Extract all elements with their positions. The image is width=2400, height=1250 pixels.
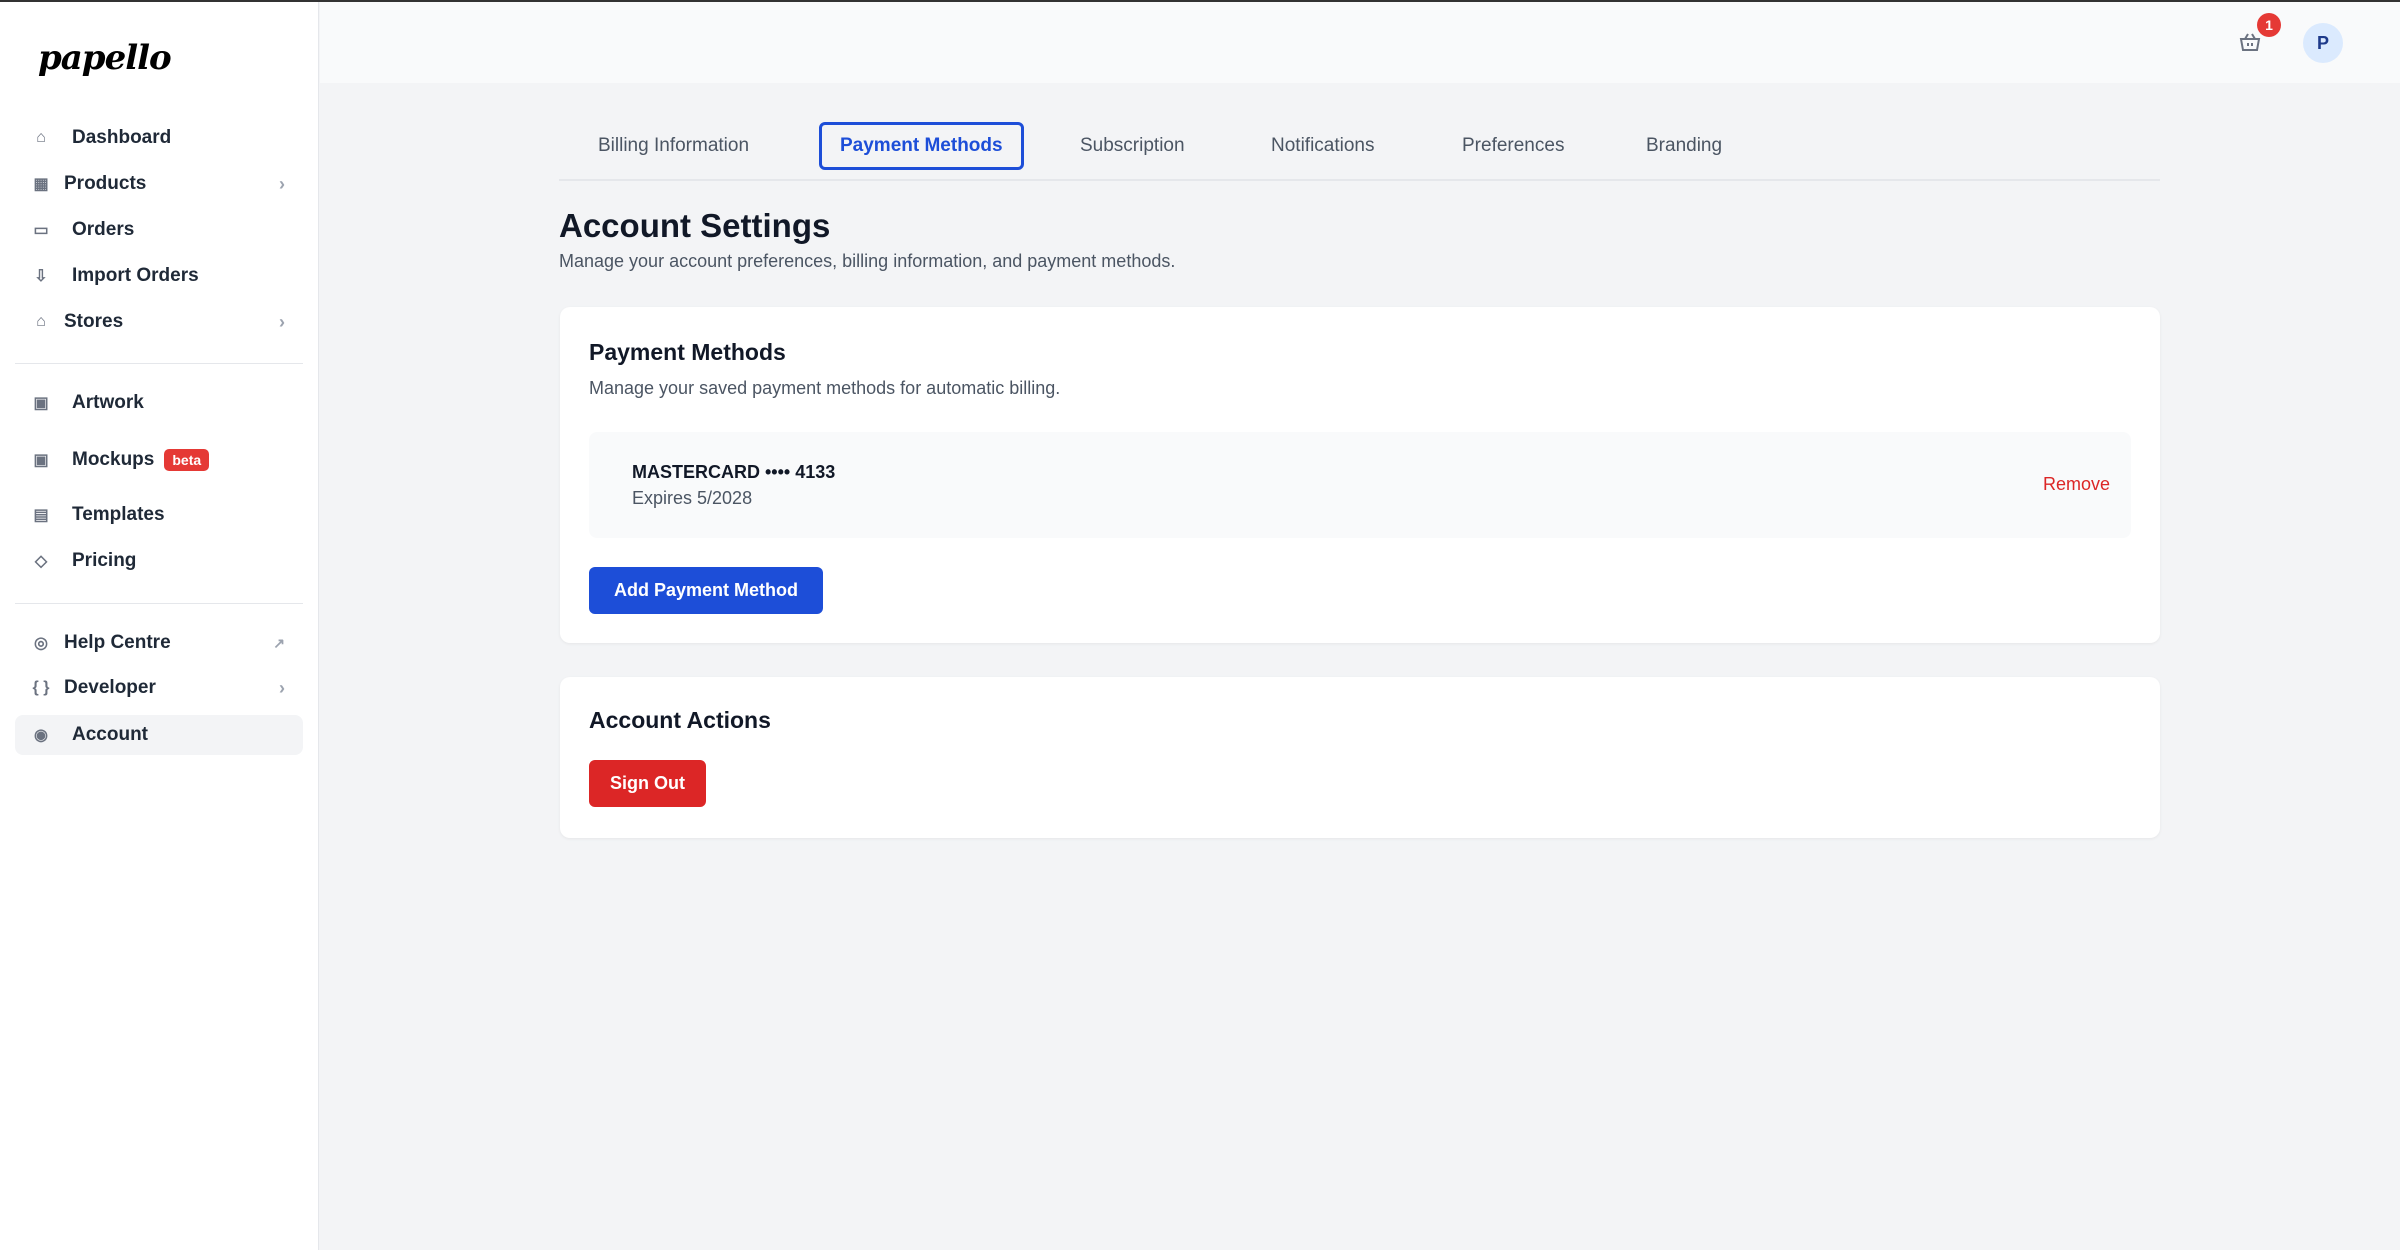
avatar[interactable]: P xyxy=(2303,23,2343,63)
sidebar-item-label: Stores xyxy=(64,311,124,332)
sidebar-item-artwork[interactable]: ▣ Artwork xyxy=(15,383,303,423)
card-subtitle: Manage your saved payment methods for au… xyxy=(589,378,1061,398)
sidebar-item-templates[interactable]: ▤ Templates xyxy=(15,495,303,535)
card-expiry: Expires 5/2028 xyxy=(632,488,753,508)
sidebar-item-products[interactable]: ▦ Products › xyxy=(15,164,303,204)
payment-methods-card: Payment Methods Manage your saved paymen… xyxy=(560,307,2160,643)
remove-card-link[interactable]: Remove xyxy=(2042,474,2110,494)
tab-subscription[interactable]: Subscription xyxy=(1080,135,1185,156)
import-icon: ⇩ xyxy=(34,268,48,285)
sidebar-item-developer[interactable]: { } Developer › xyxy=(15,668,303,708)
tab-notifications[interactable]: Notifications xyxy=(1271,135,1375,156)
settings-tabs: Billing Information Payment Methods Subs… xyxy=(559,122,2160,181)
mockups-label: Mockups xyxy=(72,449,155,470)
payment-method-item: MASTERCARD •••• 4133 Expires 5/2028 Remo… xyxy=(589,432,2131,538)
sidebar-item-orders[interactable]: ▭ Orders xyxy=(15,210,303,250)
store-icon: ⌂ xyxy=(36,313,46,330)
chevron-right-icon: › xyxy=(279,311,285,332)
sign-out-button[interactable]: Sign Out xyxy=(589,760,706,807)
tag-icon: ◇ xyxy=(34,553,48,570)
sidebar-item-label: Pricing xyxy=(72,550,137,571)
sidebar-item-account[interactable]: ◉ Account xyxy=(15,715,303,755)
sidebar-item-label: Templates xyxy=(72,504,165,525)
sidebar-item-stores[interactable]: ⌂ Stores › xyxy=(15,302,303,342)
sidebar: papello ⌂ Dashboard ▦ Products › ▭ Orders ⇩ I… xyxy=(0,2,319,1250)
braces-icon: { } xyxy=(32,679,50,696)
sidebar-divider xyxy=(15,603,303,604)
sidebar-item-label: Orders xyxy=(72,219,135,240)
sidebar-item-label: Dashboard xyxy=(72,127,172,148)
sidebar-item-label: Import Orders xyxy=(72,265,199,286)
page-title: Account Settings xyxy=(559,207,831,244)
sidebar-item-help-centre[interactable]: ◎ Help Centre ↗ xyxy=(15,623,303,663)
papello-logo[interactable]: papello xyxy=(38,38,172,78)
tab-payment-methods[interactable]: Payment Methods xyxy=(819,122,1024,170)
sidebar-divider xyxy=(15,363,303,364)
top-bar xyxy=(320,2,2400,83)
tab-billing-information[interactable]: Billing Information xyxy=(598,135,750,156)
sidebar-item-label: Products xyxy=(64,173,147,194)
grid-icon: ▦ xyxy=(33,176,49,193)
external-link-icon: ↗ xyxy=(273,634,285,651)
images-icon: ▣ xyxy=(33,452,49,469)
chevron-right-icon: › xyxy=(279,677,285,698)
beta-badge: beta xyxy=(164,449,210,471)
cart-count-badge: 1 xyxy=(2257,13,2281,37)
lifebuoy-icon: ◎ xyxy=(34,635,48,652)
account-actions-card: Account Actions Sign Out xyxy=(560,677,2160,838)
image-icon: ▣ xyxy=(33,395,49,412)
sidebar-item-label: Account xyxy=(72,724,148,745)
inbox-icon: ▭ xyxy=(33,222,49,239)
card-title: Payment Methods xyxy=(589,339,786,365)
sidebar-item-mockups[interactable]: ▣ Mockups beta xyxy=(15,440,303,480)
sidebar-item-label: Artwork xyxy=(72,392,144,413)
tab-branding[interactable]: Branding xyxy=(1646,135,1723,156)
chevron-right-icon: › xyxy=(279,173,285,194)
cart-basket-icon[interactable] xyxy=(2238,30,2262,54)
sidebar-item-label: Developer xyxy=(64,677,156,698)
card-title: Account Actions xyxy=(589,707,771,733)
layout-icon: ▤ xyxy=(33,507,49,524)
home-icon: ⌂ xyxy=(36,129,46,146)
sidebar-item-label: Mockups beta xyxy=(72,449,210,471)
add-payment-method-button[interactable]: Add Payment Method xyxy=(589,567,823,614)
tab-preferences[interactable]: Preferences xyxy=(1462,135,1565,156)
page-subtitle: Manage your account preferences, billing… xyxy=(559,251,1176,271)
sidebar-item-import-orders[interactable]: ⇩ Import Orders xyxy=(15,256,303,296)
sidebar-item-label: Help Centre xyxy=(64,632,171,653)
card-name: MASTERCARD •••• 4133 xyxy=(632,462,836,482)
user-circle-icon: ◉ xyxy=(34,727,48,744)
sidebar-item-dashboard[interactable]: ⌂ Dashboard xyxy=(15,118,303,158)
sidebar-item-pricing[interactable]: ◇ Pricing xyxy=(15,541,303,581)
